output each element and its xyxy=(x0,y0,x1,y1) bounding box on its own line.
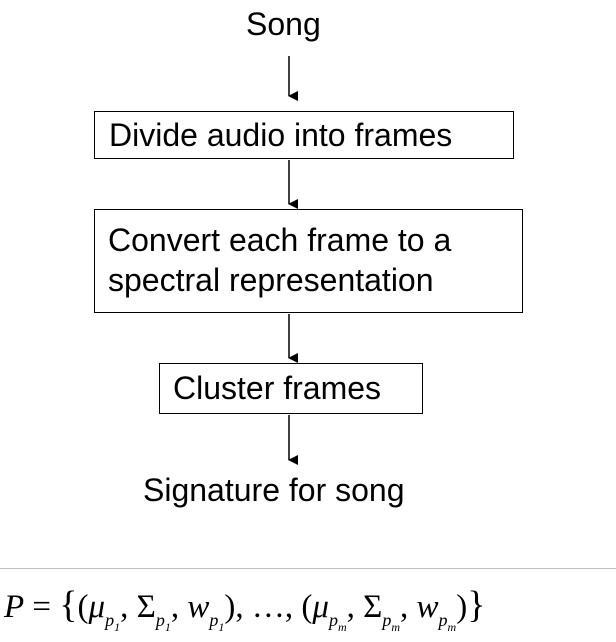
formula-mu-2-subsub: m xyxy=(337,620,347,634)
formula-tuple-close-1: ) xyxy=(224,589,236,625)
signature-label: Signature for song xyxy=(143,472,405,508)
step-convert-spectral: Convert each frame to a spectral represe… xyxy=(94,209,523,313)
formula-set-open: { xyxy=(59,584,78,626)
formula-sigma-1: Σ xyxy=(136,589,156,625)
formula-w-1: w xyxy=(187,589,210,625)
formula-w-2: w xyxy=(416,589,439,625)
formula-comma-4: , xyxy=(284,589,294,625)
flow-arrows xyxy=(288,56,298,465)
flowchart: Song Divide audio into frames Convert ea… xyxy=(94,6,523,508)
formula-tuple-close-2: ) xyxy=(456,589,468,625)
signature-formula: P = {(μp1, Σp1, wp1), …, (μpm, Σpm, wpm)… xyxy=(0,575,616,642)
formula-mu-2-sub: p xyxy=(328,610,338,630)
formula-sigma-2: Σ xyxy=(363,589,383,625)
formula-sigma-2-subsub: m xyxy=(391,620,400,634)
formula-comma-2: , xyxy=(170,589,180,625)
formula-w-1-subsub: 1 xyxy=(218,620,225,634)
formula-lhs: P xyxy=(4,589,25,625)
formula-tuple-open-2: ( xyxy=(301,589,313,625)
formula-set-close: } xyxy=(467,584,486,626)
step-divide-audio-label: Divide audio into frames xyxy=(109,117,453,153)
formula-w-1-sub: p xyxy=(209,610,219,630)
formula-ellipsis: … xyxy=(251,589,285,625)
formula-w-2-sub: p xyxy=(438,610,448,630)
formula-comma-1: , xyxy=(120,589,129,625)
formula-mu-2: μ xyxy=(312,589,329,625)
formula-mu-1-sub: p xyxy=(105,610,115,630)
formula-sigma-1-sub: p xyxy=(155,610,165,630)
formula-comma-6: , xyxy=(400,589,409,625)
formula-w-2-subsub: m xyxy=(447,620,457,634)
formula-mu-1: μ xyxy=(88,589,106,625)
divider-line xyxy=(0,568,616,569)
step-convert-line-2: spectral representation xyxy=(108,262,434,298)
formula-sigma-1-subsub: 1 xyxy=(164,620,171,634)
step-cluster-label: Cluster frames xyxy=(173,370,382,406)
formula-sigma-2-sub: p xyxy=(382,610,392,630)
song-label: Song xyxy=(246,6,321,42)
step-cluster-frames: Cluster frames xyxy=(159,363,423,414)
formula-comma-5: , xyxy=(346,589,355,625)
formula-equals: = xyxy=(32,589,52,625)
formula-comma-3: , xyxy=(235,589,244,625)
formula-mu-1-subsub: 1 xyxy=(114,620,121,634)
formula-tuple-open-1: ( xyxy=(77,589,89,625)
step-convert-line-1: Convert each frame to a xyxy=(108,222,452,258)
step-divide-audio: Divide audio into frames xyxy=(94,111,514,159)
